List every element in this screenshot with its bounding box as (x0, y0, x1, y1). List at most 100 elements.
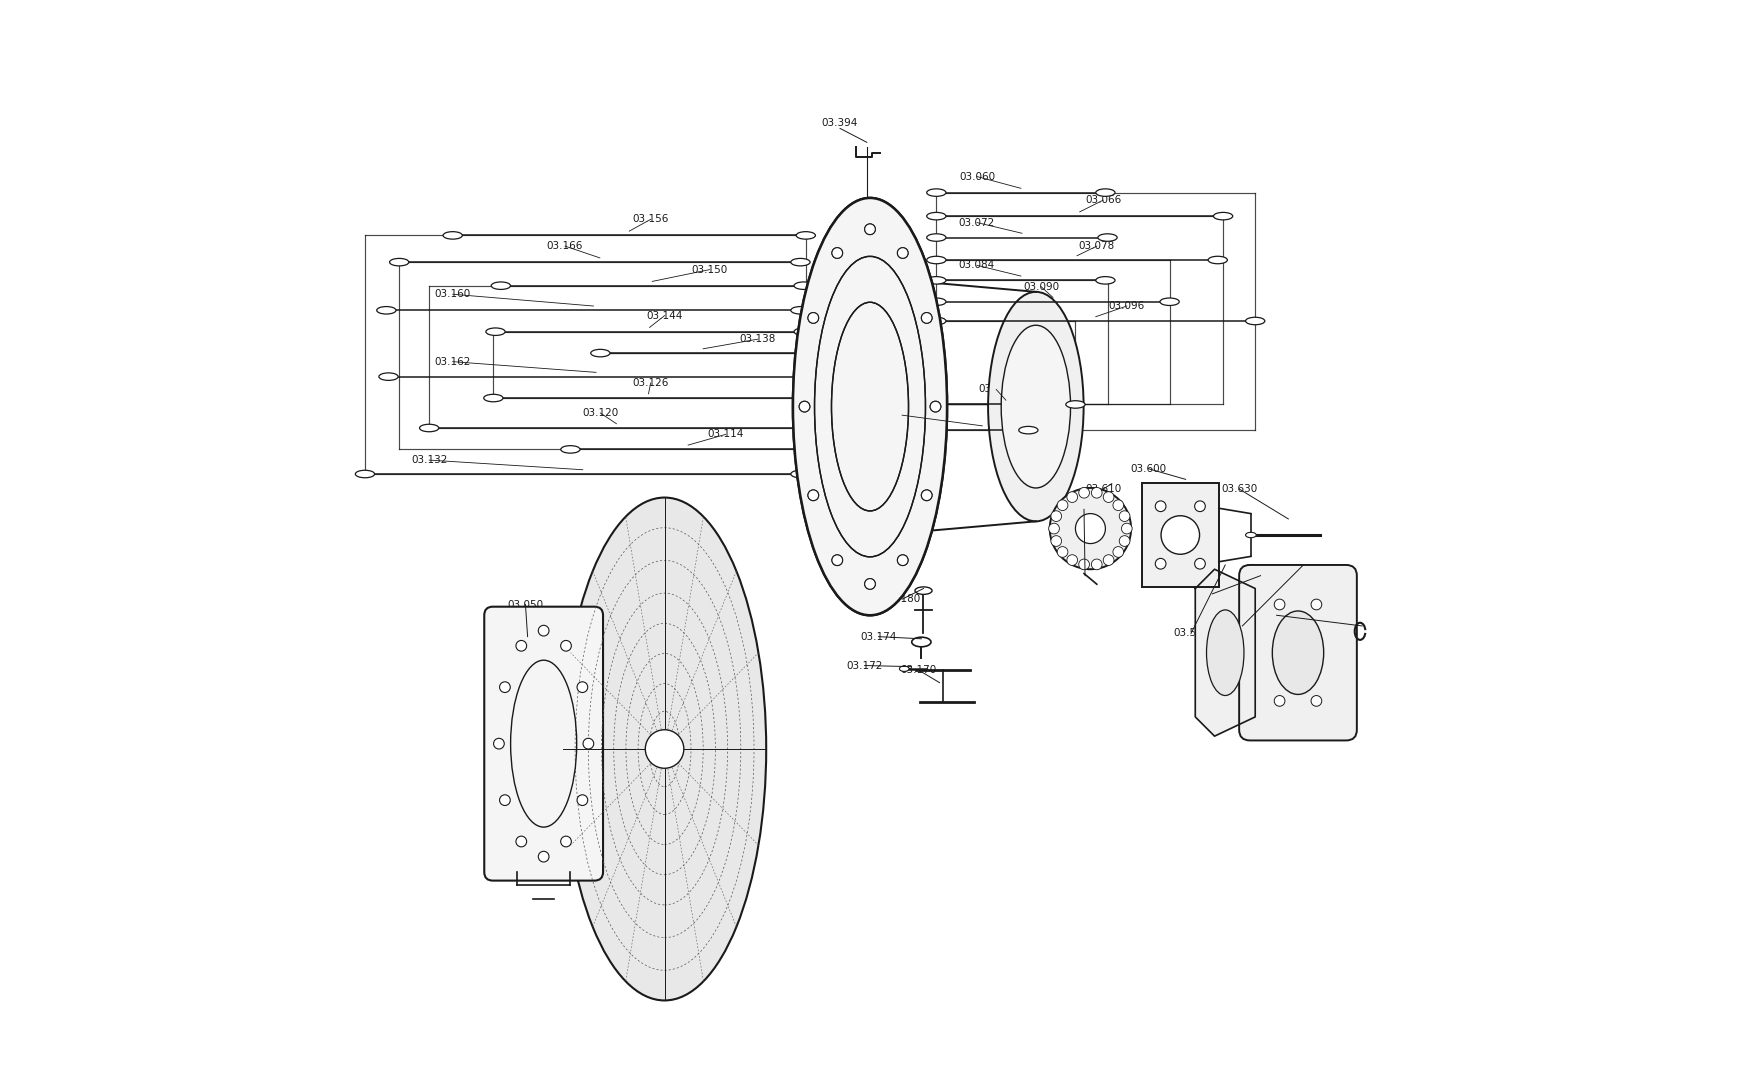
FancyBboxPatch shape (1238, 565, 1356, 740)
Ellipse shape (793, 198, 946, 615)
Text: 03.540: 03.540 (1172, 628, 1209, 639)
Circle shape (831, 247, 842, 258)
Circle shape (1075, 514, 1104, 544)
Ellipse shape (591, 349, 610, 356)
Text: 03.050: 03.050 (508, 599, 543, 610)
Circle shape (831, 247, 842, 258)
Ellipse shape (1212, 212, 1231, 219)
Circle shape (1122, 523, 1132, 534)
Circle shape (1155, 501, 1165, 511)
Circle shape (1050, 510, 1061, 521)
Circle shape (1195, 559, 1205, 569)
Circle shape (583, 738, 593, 749)
Circle shape (807, 490, 817, 501)
Circle shape (864, 579, 875, 590)
Ellipse shape (796, 349, 816, 356)
Ellipse shape (793, 198, 946, 615)
Ellipse shape (377, 306, 396, 315)
Ellipse shape (927, 317, 946, 325)
Circle shape (1113, 547, 1123, 557)
Circle shape (537, 852, 550, 862)
Text: 03.160: 03.160 (435, 289, 471, 300)
Text: 03.620: 03.620 (1066, 504, 1101, 515)
Circle shape (1309, 599, 1322, 610)
Text: 03.066: 03.066 (1085, 195, 1120, 205)
Text: 03.114: 03.114 (708, 429, 743, 440)
Circle shape (1066, 554, 1076, 565)
Ellipse shape (390, 258, 409, 265)
Text: 03.132: 03.132 (410, 455, 447, 465)
Ellipse shape (1160, 297, 1179, 306)
Text: 03.150: 03.150 (690, 264, 727, 275)
Circle shape (499, 795, 510, 806)
Text: 03.060: 03.060 (958, 171, 995, 182)
Circle shape (1090, 488, 1101, 499)
Ellipse shape (915, 586, 932, 595)
Text: 03.170: 03.170 (899, 664, 936, 675)
Text: 03.084: 03.084 (958, 260, 995, 271)
Ellipse shape (485, 327, 504, 336)
Text: 03.144: 03.144 (645, 310, 682, 321)
Ellipse shape (793, 424, 812, 431)
Text: 03.174: 03.174 (859, 631, 896, 642)
Text: 03.180: 03.180 (883, 594, 920, 605)
Circle shape (1078, 488, 1089, 499)
Circle shape (864, 224, 875, 234)
Circle shape (1078, 559, 1089, 569)
Circle shape (577, 682, 588, 692)
Circle shape (1155, 559, 1165, 569)
Circle shape (560, 836, 570, 846)
Circle shape (1118, 510, 1129, 521)
Ellipse shape (927, 233, 946, 241)
Circle shape (1066, 492, 1076, 503)
Ellipse shape (793, 394, 812, 401)
Text: 03.120: 03.120 (583, 408, 617, 418)
Circle shape (897, 555, 908, 566)
Text: 03.162: 03.162 (435, 356, 471, 367)
Text: 03.550: 03.550 (1257, 610, 1294, 621)
Ellipse shape (793, 327, 812, 336)
Ellipse shape (927, 188, 946, 197)
Text: 03.600: 03.600 (1130, 463, 1165, 474)
Circle shape (807, 490, 817, 501)
Circle shape (831, 555, 842, 566)
Text: 03.126: 03.126 (631, 378, 668, 388)
Ellipse shape (1205, 610, 1243, 696)
Ellipse shape (911, 637, 930, 646)
Circle shape (922, 490, 932, 501)
Circle shape (864, 224, 875, 234)
Ellipse shape (379, 372, 398, 380)
Bar (1141, 483, 1217, 587)
Ellipse shape (927, 212, 946, 219)
Ellipse shape (796, 446, 816, 454)
Ellipse shape (483, 394, 503, 401)
Circle shape (1273, 696, 1283, 706)
Circle shape (516, 641, 527, 652)
Polygon shape (1195, 569, 1254, 736)
Circle shape (1160, 516, 1198, 554)
Circle shape (537, 625, 550, 636)
Ellipse shape (927, 297, 946, 306)
Circle shape (922, 490, 932, 501)
Ellipse shape (796, 231, 816, 239)
Circle shape (499, 682, 510, 692)
Ellipse shape (927, 256, 946, 264)
Text: 03.530: 03.530 (1224, 621, 1259, 631)
Ellipse shape (988, 292, 1083, 521)
Ellipse shape (1066, 401, 1085, 409)
Circle shape (798, 401, 809, 412)
Circle shape (897, 247, 908, 258)
Text: 03.078: 03.078 (1078, 241, 1115, 251)
Ellipse shape (563, 498, 765, 1000)
Circle shape (930, 401, 941, 412)
Circle shape (1057, 500, 1068, 510)
Ellipse shape (560, 446, 579, 454)
Ellipse shape (443, 231, 463, 239)
Circle shape (930, 401, 941, 412)
Circle shape (897, 247, 908, 258)
Ellipse shape (490, 282, 510, 290)
Circle shape (494, 738, 504, 749)
Ellipse shape (1096, 276, 1115, 284)
Ellipse shape (1245, 317, 1264, 325)
Circle shape (922, 312, 932, 323)
